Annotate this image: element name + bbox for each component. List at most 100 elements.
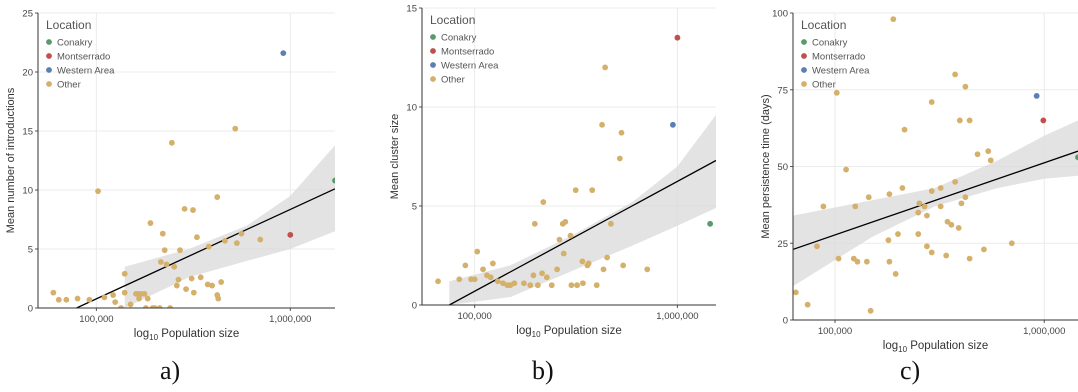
- chart-1: 0 5 10 15 100,000 1,000,000 log10 Population s…: [389, 4, 716, 339]
- data-point: [593, 282, 600, 289]
- legend-entry: Montserrado: [57, 51, 110, 62]
- legend-entry: Other: [812, 79, 836, 90]
- data-point: [462, 262, 469, 269]
- data-point: [863, 258, 870, 265]
- data-point: [194, 234, 200, 241]
- data-point: [181, 205, 188, 212]
- data-point: [674, 34, 681, 41]
- data-point: [833, 89, 840, 96]
- plot-content: [50, 50, 335, 308]
- plot-content: [435, 34, 716, 305]
- data-point: [163, 261, 170, 268]
- data-point: [974, 151, 981, 158]
- data-point: [233, 240, 240, 247]
- data-point: [560, 250, 567, 257]
- data-point: [556, 236, 563, 243]
- data-point: [854, 258, 861, 265]
- data-point: [183, 286, 189, 293]
- data-point: [958, 200, 965, 207]
- y-tick-label: 5: [412, 202, 417, 213]
- data-point: [669, 121, 676, 128]
- data-point: [966, 255, 973, 262]
- data-point: [471, 276, 478, 283]
- data-point: [95, 188, 101, 195]
- data-point: [574, 282, 580, 289]
- data-point: [177, 247, 183, 254]
- y-tick-label: 20: [22, 68, 33, 79]
- data-point: [167, 305, 174, 308]
- data-point: [921, 203, 928, 210]
- y-axis-label: Mean persistence time (days): [760, 94, 772, 238]
- data-point: [916, 200, 923, 207]
- data-point: [543, 274, 550, 281]
- data-point: [985, 148, 992, 155]
- legend-marker: [801, 67, 807, 73]
- legend-entry: Conakry: [441, 32, 477, 43]
- confidence-band: [124, 145, 335, 308]
- data-point: [589, 187, 596, 194]
- data-point: [548, 282, 555, 289]
- data-point: [171, 263, 178, 270]
- x-tick-label: 100,000: [457, 311, 491, 322]
- data-point: [804, 301, 811, 308]
- y-tick-label: 0: [783, 316, 788, 327]
- y-tick-label: 10: [406, 103, 417, 114]
- data-point: [924, 212, 930, 219]
- data-point: [885, 237, 892, 244]
- data-point: [604, 254, 610, 261]
- legend-entry: Western Area: [57, 65, 115, 76]
- x-tick-label: 1,000,000: [1023, 326, 1065, 337]
- data-point: [280, 50, 287, 57]
- confidence-band: [449, 114, 716, 305]
- data-point: [835, 255, 842, 262]
- data-point: [540, 199, 547, 205]
- legend-title: Location: [430, 13, 475, 27]
- x-axis-label: log10 Population size: [883, 340, 988, 352]
- data-point: [435, 278, 441, 285]
- data-point: [580, 280, 586, 287]
- chart-2: 0 25 50 75 100 100,000 1,000,000 log10 Populati…: [760, 9, 1078, 352]
- data-point: [521, 280, 527, 287]
- x-axis-label: log10 Population size: [134, 328, 239, 342]
- data-point: [937, 203, 944, 210]
- data-point: [110, 292, 117, 298]
- data-point: [161, 247, 168, 254]
- data-point: [238, 230, 245, 237]
- data-point: [489, 260, 496, 267]
- panel-label-a: a): [160, 356, 181, 385]
- data-point: [568, 282, 575, 289]
- data-point: [205, 243, 212, 250]
- data-point: [136, 295, 142, 302]
- data-point: [944, 218, 951, 225]
- fit-line: [76, 188, 335, 308]
- y-tick-label: 10: [22, 186, 33, 197]
- y-tick-label: 75: [777, 85, 788, 96]
- legend-entry: Western Area: [812, 65, 870, 76]
- legend-marker: [801, 81, 807, 87]
- data-point: [865, 194, 872, 201]
- data-point: [112, 299, 119, 305]
- data-point: [1075, 154, 1078, 161]
- y-tick-label: 15: [406, 4, 417, 15]
- data-point: [480, 266, 486, 273]
- x-tick-label: 1,000,000: [269, 314, 311, 325]
- data-point: [616, 155, 623, 162]
- y-tick-label: 25: [777, 239, 788, 250]
- data-point: [915, 231, 922, 237]
- data-point: [156, 305, 163, 308]
- data-point: [149, 305, 156, 308]
- panel-label-b: b): [532, 356, 554, 385]
- data-point: [814, 243, 820, 250]
- data-point: [579, 258, 586, 265]
- y-tick-label: 0: [28, 304, 33, 315]
- data-point: [142, 305, 149, 308]
- y-tick-label: 50: [777, 162, 788, 173]
- data-point: [559, 220, 566, 227]
- data-point: [899, 185, 906, 191]
- data-point: [144, 295, 151, 302]
- y-tick-label: 25: [22, 9, 33, 20]
- data-point: [474, 248, 481, 255]
- fit-line: [793, 150, 1078, 251]
- data-point: [966, 117, 973, 124]
- data-point: [987, 157, 994, 164]
